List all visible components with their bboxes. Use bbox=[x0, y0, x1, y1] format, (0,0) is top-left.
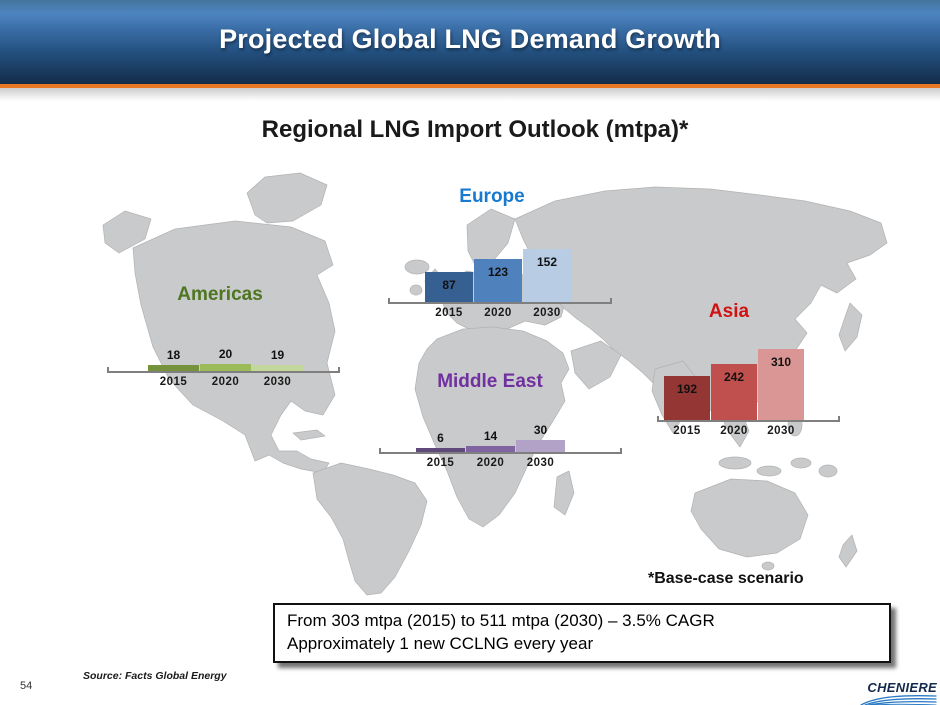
chart-middle-east: 6 2015 14 2020 30 2030 bbox=[379, 372, 622, 469]
map-japan bbox=[838, 302, 863, 352]
bar-2015 bbox=[148, 365, 199, 371]
bar-2030 bbox=[758, 348, 804, 420]
value-label: 6 bbox=[437, 431, 444, 445]
bar-2020 bbox=[200, 364, 251, 371]
bar-2030 bbox=[252, 364, 303, 371]
map-indonesia-1 bbox=[718, 456, 752, 470]
callout-line-2: Approximately 1 new CCLNG every year bbox=[287, 633, 594, 653]
logo-waves-icon bbox=[860, 695, 937, 705]
year-label: 2015 bbox=[159, 376, 188, 388]
header-banner: Projected Global LNG Demand Growth bbox=[0, 0, 940, 84]
bar-2020 bbox=[466, 446, 515, 452]
year-label: 2020 bbox=[484, 307, 512, 319]
map-tasmania bbox=[761, 561, 775, 571]
chart-asia: 192 2015 242 2020 310 2030 bbox=[657, 340, 840, 437]
header-shadow bbox=[0, 88, 940, 101]
source-text: Source: Facts Global Energy bbox=[83, 670, 227, 682]
year-label: 2030 bbox=[767, 425, 795, 437]
bar-2030 bbox=[523, 248, 571, 302]
value-label: 123 bbox=[487, 264, 509, 279]
map-indonesia-4 bbox=[818, 464, 838, 478]
value-label: 19 bbox=[270, 347, 285, 362]
map-arabia bbox=[570, 340, 622, 390]
value-label: 310 bbox=[770, 354, 792, 369]
bar-2030 bbox=[516, 440, 565, 452]
callout-box: From 303 mtpa (2015) to 511 mtpa (2030) … bbox=[273, 603, 891, 663]
header-orange-rule bbox=[0, 84, 940, 88]
map-south-america bbox=[312, 462, 428, 596]
map-iceland bbox=[404, 259, 430, 275]
year-label: 2030 bbox=[263, 376, 292, 388]
year-label: 2020 bbox=[476, 457, 505, 469]
value-label: 20 bbox=[218, 347, 233, 362]
map-scandinavia bbox=[466, 208, 516, 270]
map-north-america bbox=[132, 220, 336, 474]
value-label: 87 bbox=[442, 277, 456, 292]
bar-2015 bbox=[425, 271, 473, 302]
year-label: 2015 bbox=[426, 457, 455, 469]
year-label: 2015 bbox=[435, 307, 463, 319]
bar-2020 bbox=[711, 364, 757, 420]
region-label-middle-east: Middle East bbox=[437, 371, 543, 392]
axis-line bbox=[657, 416, 840, 422]
chart-americas: 18 2015 20 2020 19 2030 bbox=[107, 291, 340, 388]
cheniere-logo: CHENIERE bbox=[855, 680, 937, 705]
map-greenland bbox=[246, 172, 328, 224]
year-label: 2030 bbox=[533, 307, 561, 319]
value-label: 152 bbox=[536, 254, 558, 269]
year-label: 2030 bbox=[526, 457, 555, 469]
map-indonesia-3 bbox=[790, 457, 812, 469]
bar-2015 bbox=[664, 375, 710, 420]
page-number: 54 bbox=[20, 680, 33, 692]
chart-europe: 87 2015 123 2020 152 2030 bbox=[388, 222, 612, 319]
map-alaska bbox=[102, 210, 152, 254]
year-label: 2020 bbox=[211, 376, 240, 388]
year-label: 2015 bbox=[673, 425, 701, 437]
chart-title: Regional LNG Import Outlook (mtpa)* bbox=[261, 116, 689, 143]
world-map bbox=[95, 163, 895, 603]
axis-line bbox=[388, 298, 612, 304]
map-indonesia-2 bbox=[756, 465, 782, 477]
axis-line bbox=[107, 367, 340, 373]
bar-2015 bbox=[416, 448, 465, 452]
map-ireland bbox=[409, 284, 423, 296]
cheniere-logo-text: CHENIERE bbox=[867, 680, 937, 695]
value-label: 242 bbox=[723, 370, 745, 385]
value-label: 14 bbox=[483, 429, 498, 444]
callout-line-1: From 303 mtpa (2015) to 511 mtpa (2030) … bbox=[287, 611, 715, 630]
bar-2020 bbox=[474, 258, 522, 302]
value-label: 192 bbox=[676, 381, 698, 396]
value-label: 18 bbox=[166, 348, 181, 363]
map-new-zealand bbox=[838, 534, 858, 568]
map-africa bbox=[414, 326, 570, 528]
map-australia bbox=[690, 478, 809, 558]
axis-line bbox=[379, 448, 622, 454]
region-label-europe: Europe bbox=[459, 186, 525, 207]
region-label-americas: Americas bbox=[177, 284, 263, 305]
map-madagascar bbox=[553, 470, 575, 516]
year-label: 2020 bbox=[720, 425, 748, 437]
page-title: Projected Global LNG Demand Growth bbox=[219, 24, 721, 54]
world-map-graphic bbox=[102, 172, 888, 596]
map-caribbean bbox=[292, 429, 326, 441]
value-label: 30 bbox=[533, 423, 548, 437]
region-label-asia: Asia bbox=[708, 301, 750, 322]
base-case-note: *Base-case scenario bbox=[648, 570, 804, 587]
